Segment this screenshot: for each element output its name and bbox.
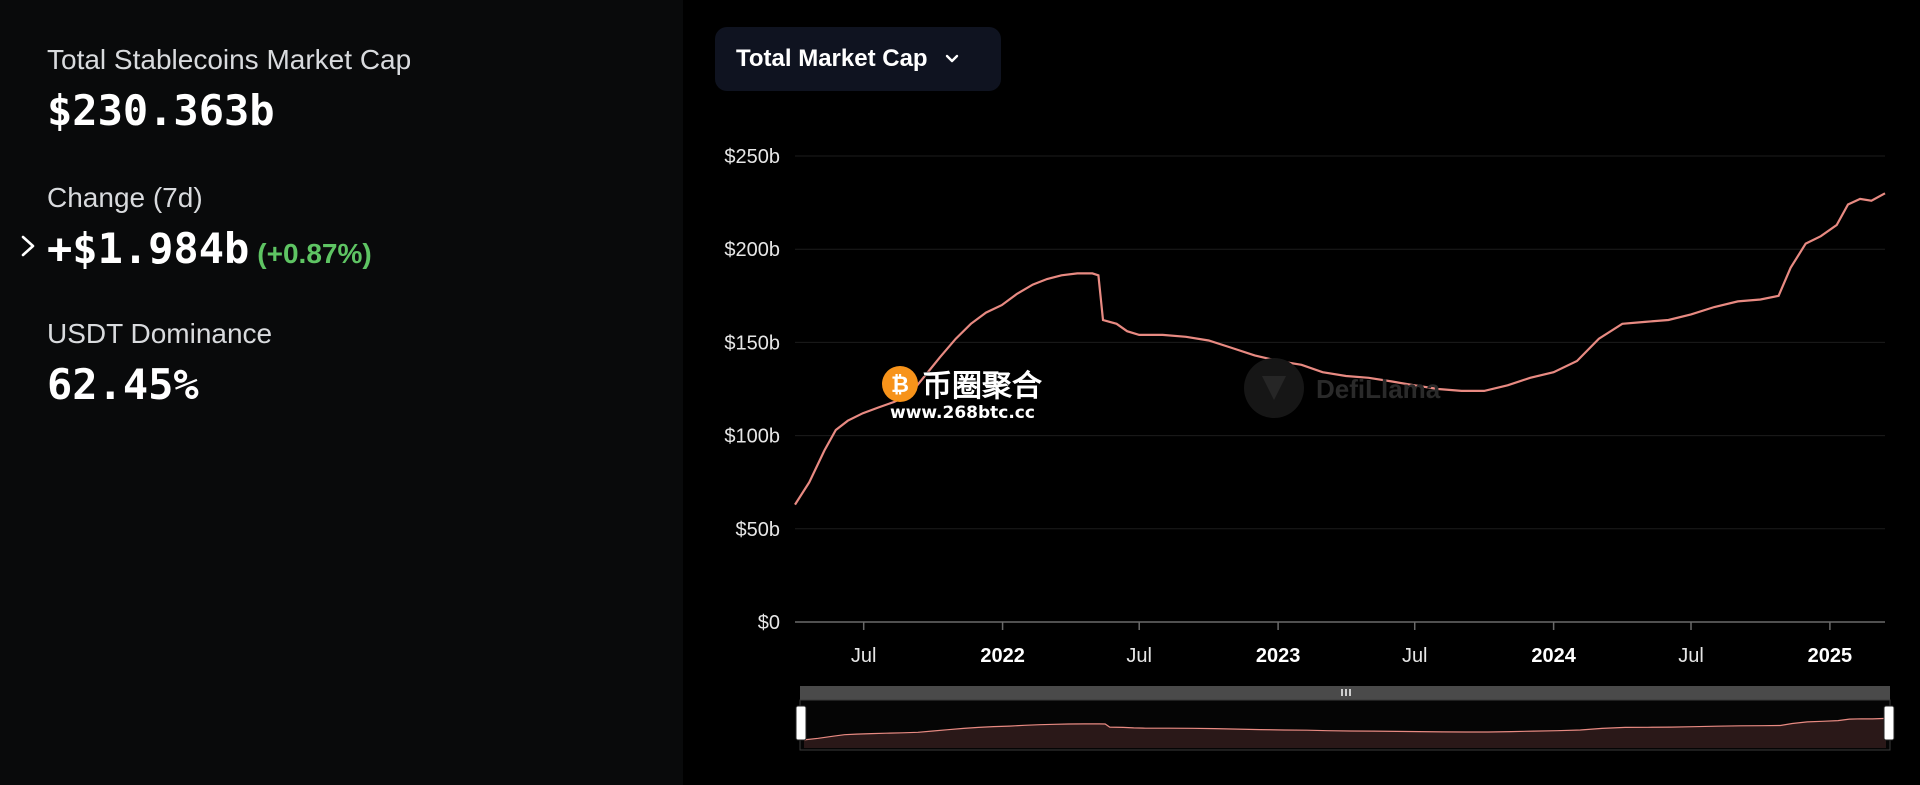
y-tick-label: $150b: [724, 332, 780, 354]
grid-lines: [795, 155, 1885, 530]
dominance-value: 62.45%: [47, 360, 199, 409]
y-tick-label: $250b: [724, 146, 780, 168]
series-line: [794, 192, 1886, 506]
dominance-label: USDT Dominance: [47, 318, 273, 349]
y-tick-label: $200b: [724, 239, 780, 261]
chevron-right-icon[interactable]: [18, 229, 40, 263]
x-axis: Jul 2022 Jul 2023 Jul 2024 Jul 2025: [851, 622, 1852, 667]
change-value-row: +$1.984b (+0.87%): [47, 224, 372, 273]
x-tick-label: Jul: [1126, 645, 1152, 667]
bitcoin-icon: [882, 366, 918, 402]
x-tick-label: 2024: [1531, 645, 1576, 667]
change-value: +$1.984b: [47, 224, 250, 273]
x-tick-label: Jul: [851, 645, 877, 667]
grip-icon: [1341, 689, 1351, 696]
metric-dropdown-label: Total Market Cap: [736, 45, 928, 72]
change-label: Change (7d): [47, 182, 203, 213]
metric-dropdown[interactable]: Total Market Cap: [715, 27, 1001, 91]
x-tick-label: Jul: [1678, 645, 1704, 667]
defillama-watermark: DefiLlama: [1244, 358, 1441, 418]
x-tick-label: 2025: [1808, 645, 1853, 667]
badge-url: www.268btc.cc: [890, 403, 1035, 423]
site-badge: ₿ 币圈聚合 www.268btc.cc: [882, 366, 1043, 424]
market-cap-label: Total Stablecoins Market Cap: [47, 44, 412, 75]
chevron-down-icon: [945, 54, 958, 63]
stats-panel: [0, 0, 683, 785]
navigator-area: [804, 718, 1886, 748]
x-tick-label: 2022: [980, 645, 1025, 667]
navigator-handle-right[interactable]: [1883, 705, 1895, 741]
svg-text:₿: ₿: [891, 373, 909, 398]
market-cap-value: $230.363b: [47, 86, 275, 135]
y-axis: $0 $50b $100b $150b $200b $250b: [724, 146, 780, 634]
x-tick-label: 2023: [1256, 645, 1301, 667]
x-tick-label: Jul: [1402, 645, 1428, 667]
y-tick-label: $100b: [724, 426, 780, 448]
range-navigator[interactable]: [795, 686, 1895, 751]
y-tick-label: $0: [758, 612, 780, 634]
navigator-handle-left[interactable]: [795, 705, 807, 741]
badge-text: 币圈聚合: [922, 369, 1042, 404]
watermark-text: DefiLlama: [1316, 374, 1441, 404]
y-tick-label: $50b: [736, 519, 781, 541]
navigator-line: [803, 717, 1887, 741]
change-percent: (+0.87%): [257, 238, 372, 269]
